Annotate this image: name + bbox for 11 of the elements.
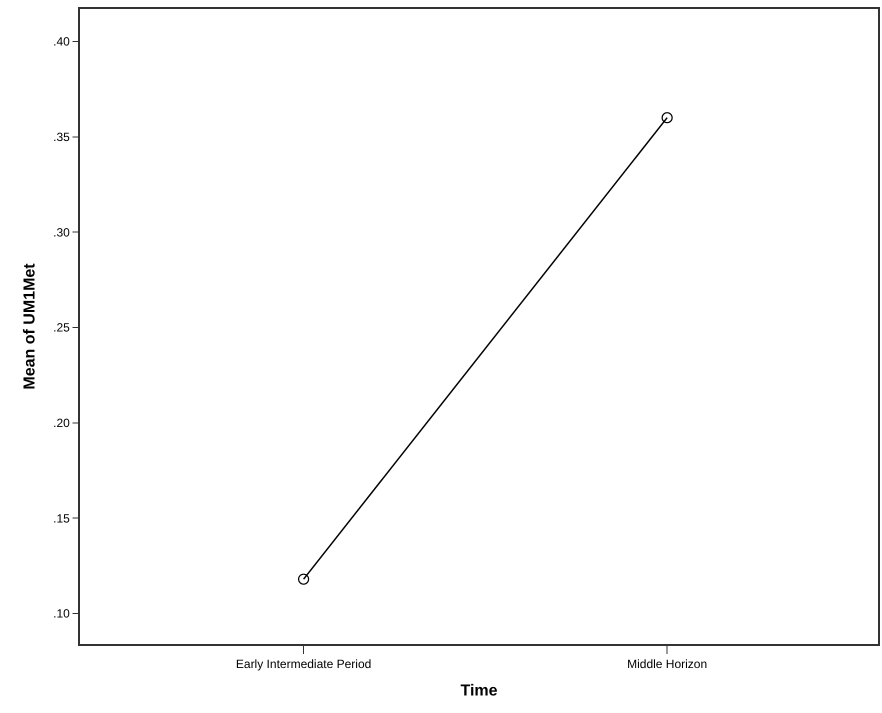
x-axis-title: Time <box>460 682 498 700</box>
y-tick-label: .20 <box>53 416 70 430</box>
y-tick-label: .25 <box>53 320 70 335</box>
y-tick-label: .35 <box>53 130 70 144</box>
y-axis-title: Mean of UM1Met <box>22 262 39 390</box>
x-tick-label: Middle Horizon <box>627 657 708 672</box>
y-tick-label: .10 <box>53 606 70 621</box>
y-tick-label: .15 <box>53 511 70 526</box>
y-tick-label: .40 <box>53 34 70 49</box>
y-tick-label: .30 <box>53 225 70 240</box>
x-tick-label: Early Intermediate Period <box>236 657 372 672</box>
